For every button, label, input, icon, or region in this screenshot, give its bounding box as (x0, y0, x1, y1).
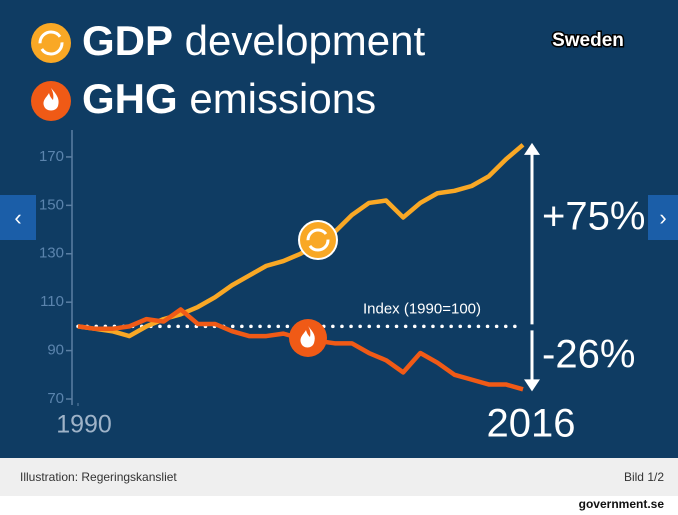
caption-counter: Bild 1/2 (623, 470, 664, 484)
change-label: -26% (542, 333, 635, 377)
y-tick-label: 170 (39, 148, 64, 165)
y-tick-label: 70 (47, 390, 64, 407)
x-tick-label: 2016 (487, 402, 576, 446)
y-tick-label: 130 (39, 245, 64, 262)
gdp-icon (31, 23, 71, 63)
legend-label: GDP development (82, 17, 426, 64)
arrow-head (524, 379, 540, 392)
y-tick-label: 90 (47, 342, 64, 359)
x-tick-label: 1990 (56, 411, 112, 439)
y-tick-label: 150 (39, 196, 64, 213)
ghg-line-icon (289, 319, 327, 357)
legend-label: GHG emissions (82, 75, 376, 122)
country-label: Sweden (552, 30, 624, 51)
site-label: government.se (578, 497, 664, 511)
next-button[interactable]: › (648, 195, 678, 240)
caption-credit: Illustration: Regeringskansliet (20, 470, 177, 484)
gdp-line-icon (298, 220, 338, 260)
chart: GDP development GHG emissions Sweden 70 9… (0, 0, 678, 458)
change-label: +75% (542, 195, 645, 239)
ghg-icon (31, 81, 71, 121)
y-tick-label: 110 (40, 293, 64, 310)
prev-button[interactable]: ‹ (0, 195, 36, 240)
caption-bar: Illustration: Regeringskansliet Bild 1/2 (0, 458, 678, 496)
series-line (77, 143, 525, 339)
reference-label: Index (1990=100) (363, 300, 481, 317)
arrow-head (524, 142, 540, 155)
